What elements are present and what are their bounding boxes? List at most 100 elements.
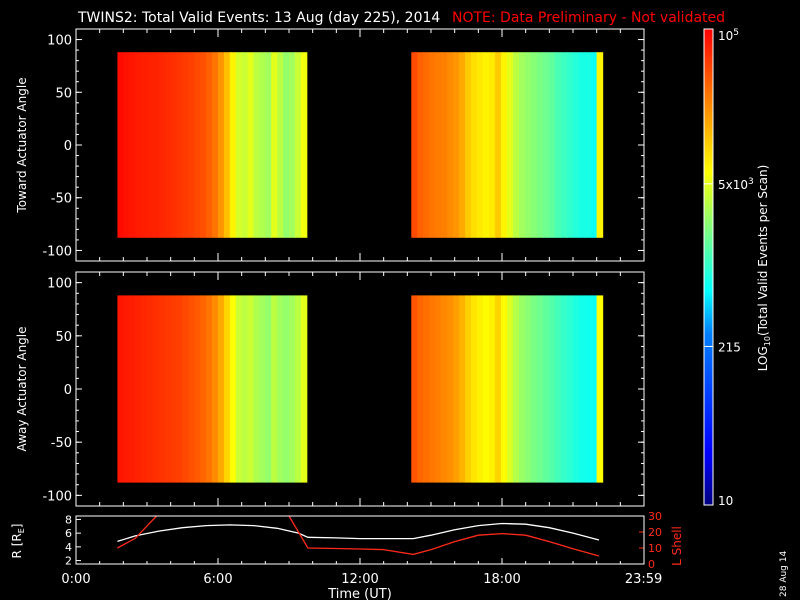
heatmap-column (512, 52, 520, 238)
colorbar-ticks: 10 215 5x103 105 (704, 28, 754, 508)
heatmap-column (596, 52, 604, 238)
heatmap-column (596, 295, 604, 483)
heatmap-column (277, 295, 284, 483)
heatmap-column (164, 52, 172, 238)
heatmap-column (200, 295, 207, 483)
heatmap-column (411, 295, 418, 483)
heatmap-column (590, 295, 598, 483)
heatmap-column (235, 295, 243, 483)
heatmap-column (247, 52, 255, 238)
heatmap-column (253, 295, 261, 483)
heatmap-column (477, 52, 484, 238)
heatmap-column (194, 52, 201, 238)
heatmap-column (524, 295, 532, 483)
heatmap-column (447, 295, 454, 483)
r-distance-line (117, 522, 600, 543)
lshell-tick-label: 30 (648, 510, 662, 523)
y-tick-label: -100 (42, 489, 72, 504)
heatmap-column (566, 295, 574, 483)
x-tick-label: 6:00 (203, 572, 232, 587)
heatmap-column (518, 295, 526, 483)
heatmap-column (147, 295, 154, 483)
heatmap-column (500, 295, 508, 483)
heatmap-column (536, 295, 544, 483)
heatmap-column (530, 295, 538, 483)
heatmap-column (453, 295, 460, 483)
heatmap-column (441, 295, 448, 483)
heatmap-column (294, 295, 302, 483)
heatmap-column (447, 52, 454, 238)
heatmap-column (435, 52, 442, 238)
heatmap-column (218, 295, 225, 483)
heatmap-column (512, 295, 520, 483)
heatmap-column (241, 295, 249, 483)
r-tick-label: 2 (65, 555, 72, 568)
r-axis-label-end: ] (10, 524, 24, 529)
heatmap-column (459, 295, 466, 483)
toward-y-axis-label: Toward Actuator Angle (15, 77, 29, 213)
heatmap-column (465, 52, 472, 238)
heatmap-column (429, 295, 436, 483)
y-tick-label: 0 (64, 383, 72, 398)
heatmap-column (300, 52, 308, 238)
heatmap-column (417, 295, 424, 483)
lshell-tick-label: 20 (648, 526, 662, 539)
r-tick-label: 8 (65, 513, 72, 526)
colorbar-label-rest: (Total Valid Events per Scan) (756, 165, 770, 336)
away-y-axis-label: Away Actuator Angle (15, 326, 29, 451)
heatmap-column (483, 52, 490, 238)
heatmap-column (494, 295, 502, 483)
heatmap-column (147, 52, 154, 238)
colorbar-label: LOG10(Total Valid Events per Scan) (756, 165, 772, 372)
y-tick-label: 0 (64, 139, 72, 154)
heatmap-column (423, 52, 430, 238)
heatmap-column (271, 295, 278, 483)
y-tick-label: -50 (51, 192, 72, 207)
heatmap-column (123, 52, 130, 238)
heatmap-column (265, 52, 272, 238)
heatmap-column (141, 295, 148, 483)
heatmap-column (584, 52, 592, 238)
heatmap-column (494, 52, 502, 238)
heatmap-column (129, 295, 136, 483)
heatmap-column (578, 52, 586, 238)
heatmap-column (542, 295, 550, 483)
colorbar-tick-label: 5x103 (718, 177, 754, 192)
heatmap-column (152, 295, 160, 483)
heatmap-column (417, 52, 424, 238)
heatmap-column (135, 52, 142, 238)
lshell-line (117, 516, 600, 557)
heatmap-column (212, 52, 219, 238)
heatmap-column (117, 295, 124, 483)
heatmap-column (223, 52, 231, 238)
heatmap-column (182, 52, 190, 238)
y-tick-label: 100 (47, 34, 72, 49)
heatmap-column (536, 52, 544, 238)
heatmap-column (135, 295, 142, 483)
heatmap-column (554, 295, 562, 483)
heatmap-column (289, 52, 296, 238)
heatmap-column (548, 52, 556, 238)
colorbar (703, 28, 714, 506)
heatmap-column (164, 295, 172, 483)
heatmap-column (241, 52, 249, 238)
x-tick-label: 18:00 (483, 572, 520, 587)
heatmap-column (584, 295, 592, 483)
lshell-tick-label: 10 (648, 542, 662, 555)
away-panel: 100 50 0 -50 -100 (42, 272, 645, 506)
heatmap-column (572, 52, 580, 238)
y-tick-label: -50 (51, 436, 72, 451)
heatmap-column (158, 295, 166, 483)
heatmap-column (283, 295, 290, 483)
heatmap-column (289, 295, 296, 483)
r-tick-label: 6 (65, 527, 72, 540)
colorbar-tick-label: 105 (718, 28, 739, 43)
heatmap-column (152, 52, 160, 238)
heatmap-column (182, 295, 190, 483)
heatmap-column (560, 52, 568, 238)
heatmap-column (566, 52, 574, 238)
x-tick-label: 23:59 (625, 572, 662, 587)
y-tick-label: 50 (55, 330, 72, 345)
heatmap-column (271, 52, 278, 238)
